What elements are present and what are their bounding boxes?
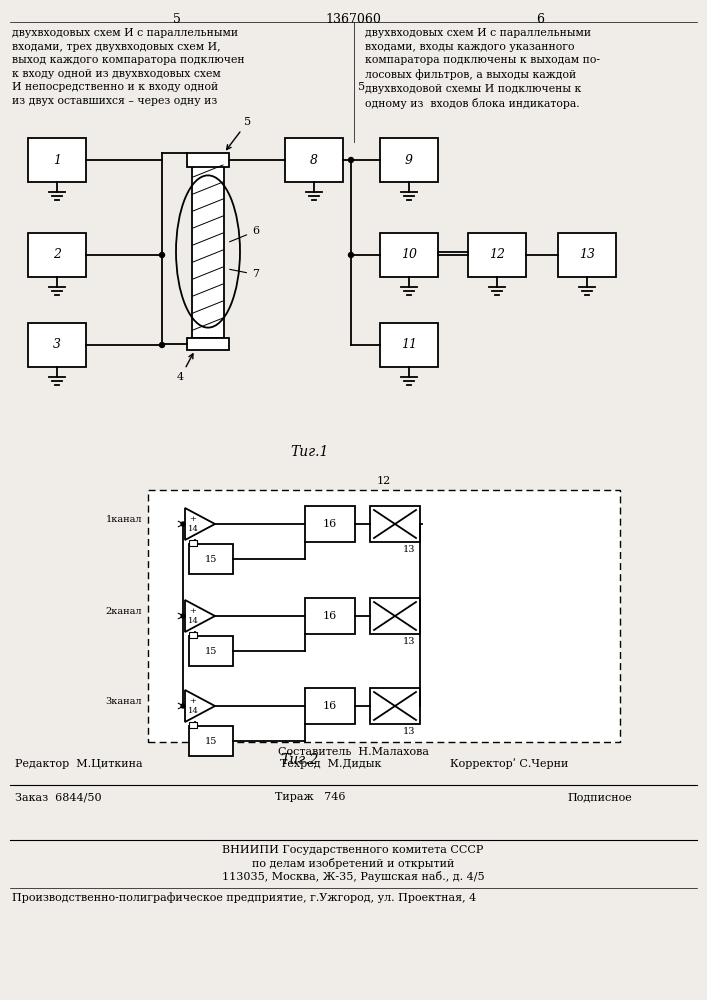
Text: 14: 14 [187, 525, 199, 533]
Text: 2: 2 [53, 248, 61, 261]
Circle shape [181, 704, 185, 708]
Bar [187, 338, 229, 350]
Text: Производственно-полиграфическое предприятие, г.Ужгород, ул. Проектная, 4: Производственно-полиграфическое предприя… [12, 892, 477, 903]
Bar [189, 722, 197, 728]
Text: 2канал: 2канал [105, 607, 142, 616]
Text: 12: 12 [377, 476, 391, 486]
Bar [148, 490, 620, 742]
Bar [28, 323, 86, 367]
Bar [189, 726, 233, 756]
Bar [189, 636, 233, 666]
Bar [380, 138, 438, 182]
Text: 13: 13 [402, 727, 415, 736]
Text: +: + [189, 697, 197, 705]
Text: 16: 16 [323, 611, 337, 621]
Text: 1канал: 1канал [105, 516, 142, 524]
Text: 14: 14 [187, 617, 199, 625]
Text: 14: 14 [187, 707, 199, 715]
Text: 16: 16 [323, 519, 337, 529]
Bar [28, 233, 86, 277]
Text: Τиг.1: Τиг.1 [291, 445, 329, 459]
Text: Корректорʹ С.Черни: Корректорʹ С.Черни [450, 758, 568, 769]
Bar [370, 688, 420, 724]
Text: 12: 12 [489, 248, 505, 261]
Text: 13: 13 [402, 545, 415, 554]
Bar [285, 138, 343, 182]
Text: Τиг.2: Τиг.2 [281, 753, 319, 767]
Text: Тираж   746: Тираж 746 [275, 792, 345, 802]
Bar [189, 632, 197, 638]
Text: +: + [189, 515, 197, 523]
Text: 15: 15 [205, 554, 217, 564]
Polygon shape [185, 600, 215, 632]
Text: 8: 8 [310, 153, 318, 166]
Text: Составитель  Н.Малахова: Составитель Н.Малахова [278, 747, 428, 757]
Circle shape [181, 614, 185, 618]
Text: 3: 3 [53, 338, 61, 352]
Bar [370, 598, 420, 634]
Text: двухвходовых схем И с параллельными
входами, входы каждого указанного
компаратор: двухвходовых схем И с параллельными вход… [365, 28, 600, 109]
Text: 16: 16 [323, 701, 337, 711]
Circle shape [160, 252, 165, 257]
Polygon shape [185, 508, 215, 540]
Bar [187, 153, 229, 167]
Bar [305, 598, 355, 634]
Text: Подписное: Подписное [568, 792, 632, 802]
Text: 9: 9 [405, 153, 413, 166]
Text: Заказ  6844/50: Заказ 6844/50 [15, 792, 102, 802]
Text: 13: 13 [579, 248, 595, 261]
Text: 5: 5 [227, 117, 251, 150]
Text: 6: 6 [536, 13, 544, 26]
Text: 7: 7 [230, 269, 259, 279]
Bar [468, 233, 526, 277]
Polygon shape [185, 690, 215, 722]
Text: 13: 13 [402, 637, 415, 646]
Circle shape [349, 252, 354, 257]
Text: 3канал: 3канал [105, 698, 142, 706]
Circle shape [349, 157, 354, 162]
Text: 10: 10 [401, 248, 417, 261]
Text: двухвходовых схем И с параллельными
входами, трех двухвходовых схем И,
выход каж: двухвходовых схем И с параллельными вход… [12, 28, 245, 106]
Bar [305, 506, 355, 542]
Text: 11: 11 [401, 338, 417, 352]
Bar [558, 233, 616, 277]
Text: 4: 4 [177, 354, 193, 382]
Bar [189, 540, 197, 546]
Circle shape [181, 522, 185, 526]
Text: 1367060: 1367060 [325, 13, 381, 26]
Text: 15: 15 [205, 736, 217, 746]
Text: по делам изобретений и открытий: по делам изобретений и открытий [252, 858, 454, 869]
Text: 15: 15 [205, 647, 217, 656]
Bar [380, 233, 438, 277]
Text: 1: 1 [53, 153, 61, 166]
Text: 113035, Москва, Ж-35, Раушская наб., д. 4/5: 113035, Москва, Ж-35, Раушская наб., д. … [222, 871, 484, 882]
Text: 5: 5 [173, 13, 181, 26]
Bar [370, 506, 420, 542]
Text: 6: 6 [230, 226, 259, 242]
Text: 5: 5 [358, 82, 365, 92]
Text: Редактор  М.Циткина: Редактор М.Циткина [15, 759, 143, 769]
Bar [305, 688, 355, 724]
Circle shape [160, 342, 165, 348]
Bar [28, 138, 86, 182]
Bar [380, 323, 438, 367]
Bar [192, 165, 224, 338]
Text: +: + [189, 607, 197, 615]
Bar [189, 544, 233, 574]
Text: Техред  М.Дидык: Техред М.Дидык [280, 759, 381, 769]
Text: ВНИИПИ Государственного комитета СССР: ВНИИПИ Государственного комитета СССР [222, 845, 484, 855]
